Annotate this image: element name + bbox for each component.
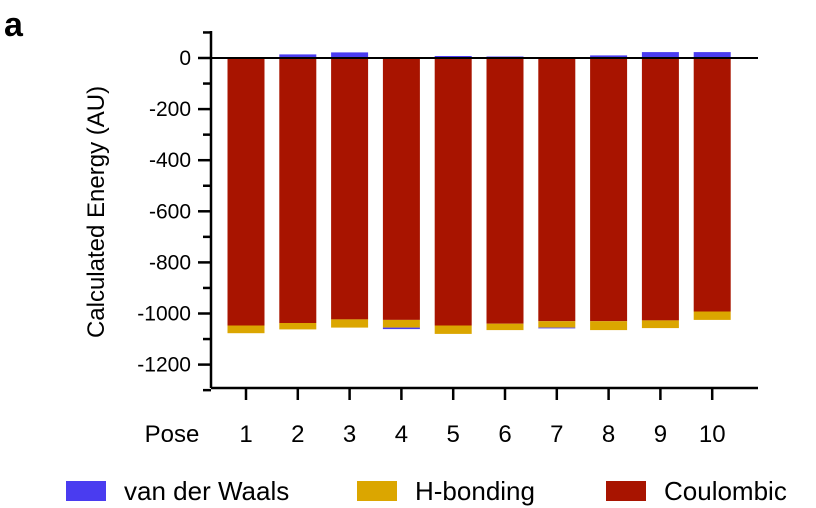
x-tick-label: 1 — [239, 421, 252, 448]
bar-h-bonding-pose-10 — [693, 311, 731, 320]
bar-h-bonding-pose-1 — [227, 325, 265, 334]
bar-coulombic-pose-9 — [641, 58, 679, 321]
x-axis: 1 2 3 4 5 6 7 8 9 10 — [211, 386, 758, 448]
bar-van-der-waals-pose-7 — [538, 327, 576, 329]
y-tick-label: 0 — [179, 47, 191, 70]
x-tick-label: 6 — [498, 421, 511, 448]
x-tick-label: 7 — [550, 421, 563, 448]
y-tick-label: -200 — [149, 98, 191, 121]
bar-van-der-waals-pose-3 — [331, 52, 369, 58]
bar-van-der-waals-pose-9 — [641, 52, 679, 58]
bar-van-der-waals-pose-10 — [693, 52, 731, 58]
bar-coulombic-pose-6 — [486, 58, 524, 324]
x-tick-label: 2 — [291, 421, 304, 448]
y-tick-label: -800 — [149, 251, 191, 274]
bar-h-bonding-pose-7 — [538, 321, 576, 328]
panel-label: a — [4, 6, 24, 44]
bar-coulombic-pose-7 — [538, 58, 576, 322]
y-tick-label: -1000 — [137, 303, 191, 326]
bar-h-bonding-pose-9 — [641, 320, 679, 329]
bar-van-der-waals-pose-2 — [279, 54, 317, 58]
x-axis-title: Pose — [145, 421, 200, 448]
legend-swatch-van-der-waals — [66, 481, 106, 501]
x-tick-label: 3 — [343, 421, 356, 448]
bar-van-der-waals-pose-8 — [590, 55, 628, 58]
bar-coulombic-pose-3 — [331, 58, 369, 320]
x-tick-label: 5 — [447, 421, 460, 448]
bar-h-bonding-pose-2 — [279, 323, 317, 330]
x-tick-label: 9 — [654, 421, 667, 448]
x-tick-label: 10 — [699, 421, 726, 448]
x-tick-label: 4 — [395, 421, 408, 448]
y-axis: 0 -200 -400 -600 -800 -1000 -1200 — [137, 31, 213, 392]
bar-h-bonding-pose-4 — [382, 319, 420, 328]
legend-swatch-coulombic — [606, 481, 646, 501]
bar-h-bonding-pose-3 — [331, 319, 369, 328]
y-tick-label: -600 — [149, 200, 191, 223]
bar-coulombic-pose-4 — [382, 58, 420, 320]
bar-coulombic-pose-8 — [590, 58, 628, 322]
y-tick-label: -1200 — [137, 354, 191, 377]
y-tick-label: -400 — [149, 149, 191, 172]
legend-label: H-bonding — [415, 476, 535, 506]
bar-coulombic-pose-10 — [693, 58, 731, 312]
x-tick-label: 8 — [602, 421, 615, 448]
bar-h-bonding-pose-5 — [434, 325, 472, 334]
bar-coulombic-pose-5 — [434, 58, 472, 326]
legend: van der Waals H-bonding Coulombic — [66, 476, 787, 506]
bar-h-bonding-pose-8 — [590, 321, 628, 331]
bar-h-bonding-pose-6 — [486, 323, 524, 331]
bar-van-der-waals-pose-4 — [382, 327, 420, 330]
bar-coulombic-pose-1 — [227, 58, 265, 326]
legend-swatch-h-bonding — [357, 481, 397, 501]
legend-label: van der Waals — [124, 476, 289, 506]
bar-coulombic-pose-2 — [279, 58, 317, 323]
bars-group — [227, 52, 731, 334]
y-axis-title: Calculated Energy (AU) — [83, 86, 110, 338]
legend-label: Coulombic — [664, 476, 787, 506]
